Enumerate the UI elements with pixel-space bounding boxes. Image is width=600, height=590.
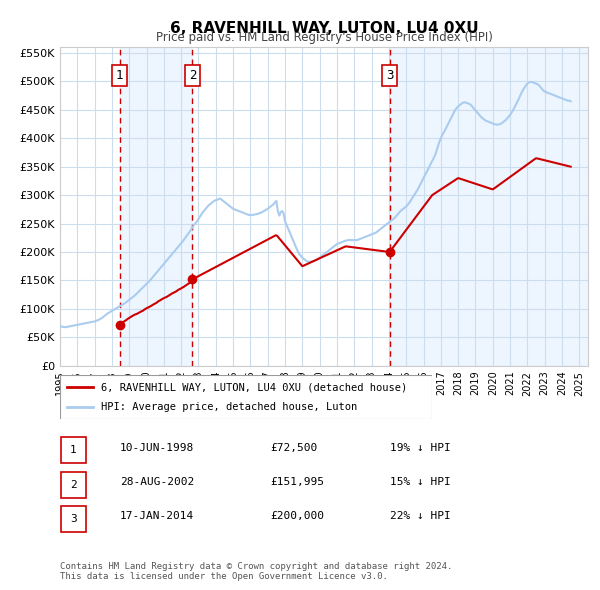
Text: 10-JUN-1998: 10-JUN-1998 xyxy=(120,443,194,453)
Text: Price paid vs. HM Land Registry's House Price Index (HPI): Price paid vs. HM Land Registry's House … xyxy=(155,31,493,44)
Bar xyxy=(389,47,588,366)
Text: 2: 2 xyxy=(188,69,196,82)
FancyBboxPatch shape xyxy=(61,471,86,498)
Text: 6, RAVENHILL WAY, LUTON, LU4 0XU (detached house): 6, RAVENHILL WAY, LUTON, LU4 0XU (detach… xyxy=(101,382,407,392)
Text: 22% ↓ HPI: 22% ↓ HPI xyxy=(390,512,451,521)
Text: HPI: Average price, detached house, Luton: HPI: Average price, detached house, Luto… xyxy=(101,402,357,411)
FancyBboxPatch shape xyxy=(61,506,86,532)
Text: 6, RAVENHILL WAY, LUTON, LU4 0XU: 6, RAVENHILL WAY, LUTON, LU4 0XU xyxy=(170,21,478,35)
Text: 3: 3 xyxy=(70,514,77,524)
Bar xyxy=(119,47,193,366)
Text: £151,995: £151,995 xyxy=(270,477,324,487)
Text: 17-JAN-2014: 17-JAN-2014 xyxy=(120,512,194,521)
Text: 28-AUG-2002: 28-AUG-2002 xyxy=(120,477,194,487)
FancyBboxPatch shape xyxy=(60,375,432,419)
Text: £200,000: £200,000 xyxy=(270,512,324,521)
Text: 19% ↓ HPI: 19% ↓ HPI xyxy=(390,443,451,453)
Text: 1: 1 xyxy=(116,69,124,82)
Text: 2: 2 xyxy=(70,480,77,490)
Text: Contains HM Land Registry data © Crown copyright and database right 2024.
This d: Contains HM Land Registry data © Crown c… xyxy=(60,562,452,581)
Text: 3: 3 xyxy=(386,69,394,82)
FancyBboxPatch shape xyxy=(61,437,86,464)
Text: 15% ↓ HPI: 15% ↓ HPI xyxy=(390,477,451,487)
Text: £72,500: £72,500 xyxy=(270,443,317,453)
Text: 1: 1 xyxy=(70,445,77,455)
